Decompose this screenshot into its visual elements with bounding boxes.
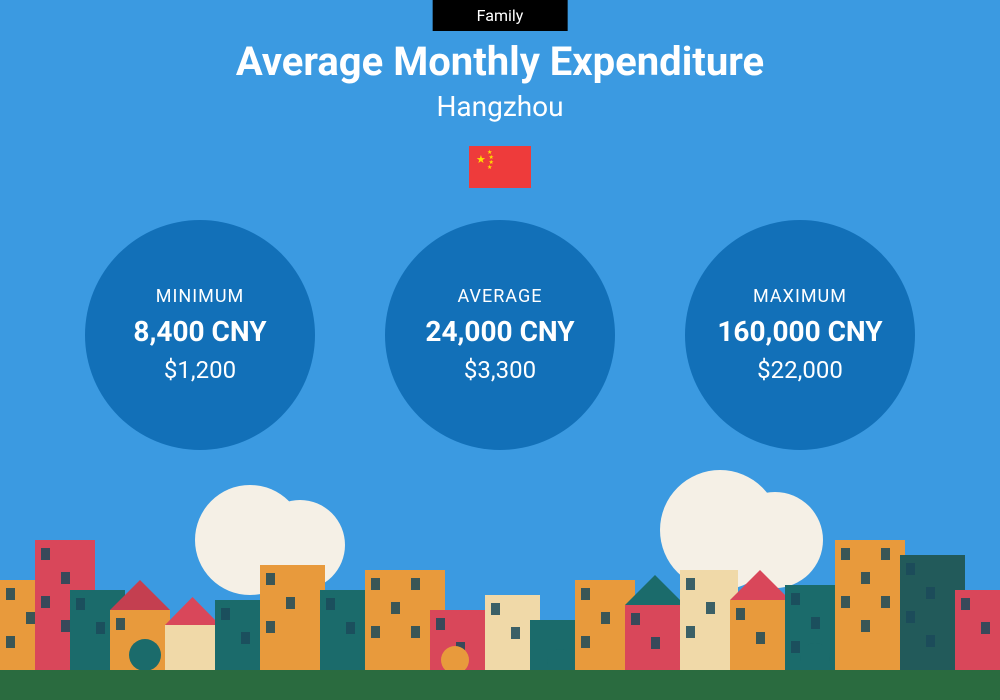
stat-value-cny: 160,000 CNY xyxy=(717,315,882,348)
stat-label: MINIMUM xyxy=(156,286,244,307)
stat-value-usd: $1,200 xyxy=(164,356,236,384)
city-subtitle: Hangzhou xyxy=(0,90,1000,123)
stat-circle-maximum: MAXIMUM 160,000 CNY $22,000 xyxy=(685,220,915,450)
main-title: Average Monthly Expenditure xyxy=(0,38,1000,85)
country-flag-icon: ★ ★ ★ ★★ xyxy=(469,146,531,188)
stat-circle-average: AVERAGE 24,000 CNY $3,300 xyxy=(385,220,615,450)
stat-value-cny: 24,000 CNY xyxy=(425,315,574,348)
stat-label: MAXIMUM xyxy=(753,286,847,307)
stat-circle-minimum: MINIMUM 8,400 CNY $1,200 xyxy=(85,220,315,450)
stat-value-usd: $22,000 xyxy=(757,356,843,384)
category-tag: Family xyxy=(433,0,568,31)
stat-value-cny: 8,400 CNY xyxy=(133,315,266,348)
stat-label: AVERAGE xyxy=(458,286,543,307)
stat-circles-row: MINIMUM 8,400 CNY $1,200 AVERAGE 24,000 … xyxy=(0,220,1000,450)
stat-value-usd: $3,300 xyxy=(464,356,536,384)
cityscape-illustration xyxy=(0,470,1000,700)
